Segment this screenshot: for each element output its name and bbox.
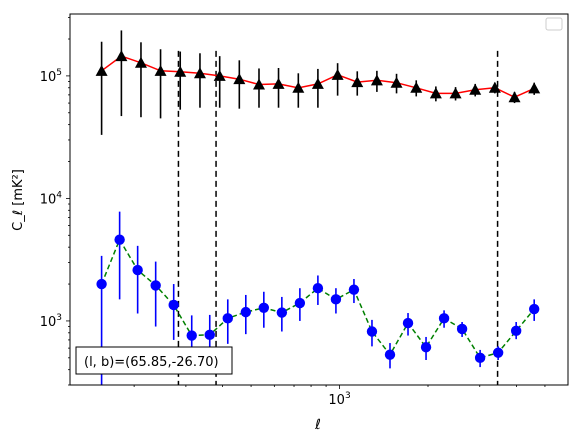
y-axis-label: C_ℓ [mK²] [11,169,26,231]
data-point [233,73,246,85]
data-point [510,325,522,337]
data-point [150,280,161,291]
data-point [294,297,306,309]
x-axis-label: ℓ [314,417,321,433]
legend-box [545,17,563,31]
data-point [213,69,226,81]
data-point [528,82,541,94]
data-point [410,81,423,93]
data-point [258,302,270,314]
data-point [115,50,128,62]
series-markers [95,50,541,364]
data-point [330,294,342,305]
data-point [488,81,501,93]
data-point [331,68,344,80]
data-point [438,313,450,324]
y-tick-label: 104 [40,190,63,207]
vertical-reference-lines [177,50,499,385]
data-point [351,76,364,88]
data-point [449,87,462,99]
data-point [114,234,125,245]
data-point [420,342,432,353]
plot-frame [69,13,569,386]
data-point [174,65,187,77]
data-point [96,278,107,290]
data-point [272,77,285,89]
x-tick-label: 103 [328,391,350,408]
x-axis-ticks: 103 [133,385,546,408]
data-point [240,306,252,318]
data-point [508,91,521,103]
data-point [390,76,403,88]
data-point [312,283,324,294]
data-point [193,67,206,79]
data-point [292,81,305,93]
data-point [370,74,383,86]
data-point [95,64,108,76]
data-point [276,307,288,318]
data-point [474,352,486,364]
annotation-text: (l, b)=(65.85,-26.70) [84,355,219,370]
data-point [204,329,215,341]
data-point [402,317,414,329]
data-point [429,87,442,99]
data-point [154,64,167,76]
data-point [168,299,179,311]
data-point [132,264,143,276]
data-point [252,78,265,90]
data-point [366,326,378,337]
y-tick-label: 103 [40,313,62,330]
data-point [186,330,197,341]
data-point [222,313,233,324]
data-point [492,347,504,358]
data-point [348,284,360,295]
data-point [456,323,468,335]
data-point [311,77,324,89]
data-point [528,303,540,315]
annotation-box: (l, b)=(65.85,-26.70) [75,346,233,375]
data-point [469,83,482,95]
data-point [384,349,396,360]
y-tick-label: 105 [40,68,62,85]
data-point [134,56,147,68]
